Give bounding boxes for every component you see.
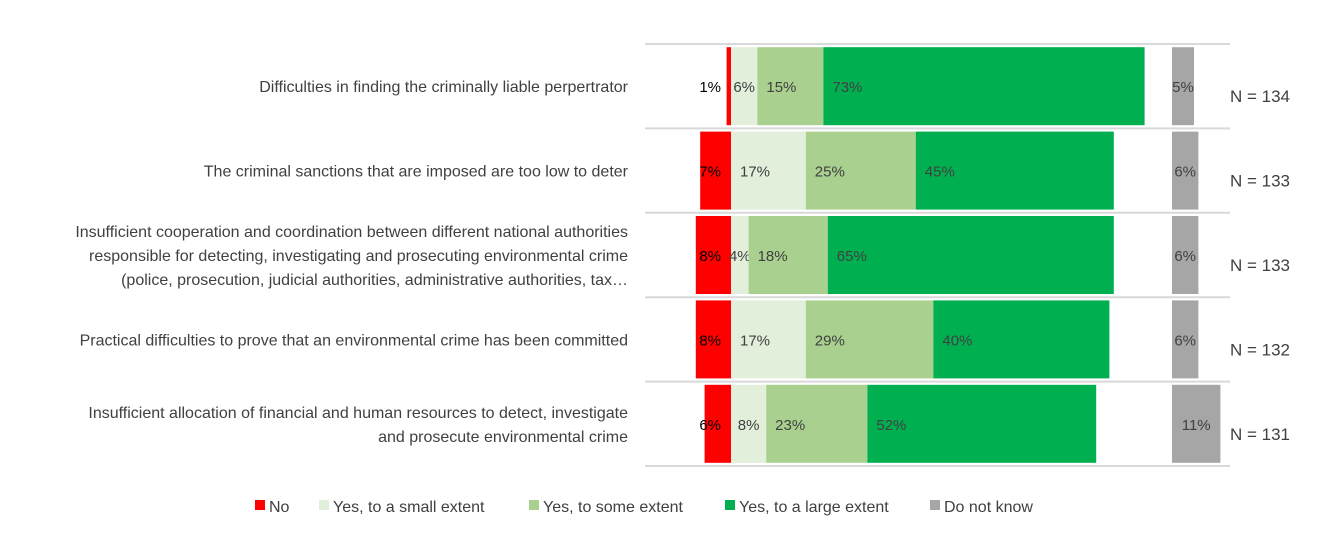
category-label: and prosecute environmental crime bbox=[378, 429, 628, 446]
value-label-do-not-know: 11% bbox=[1182, 417, 1211, 434]
value-label-no: 8% bbox=[699, 332, 721, 349]
value-label-no: 7% bbox=[699, 164, 721, 181]
bar-yes-to-some-extent bbox=[805, 131, 916, 210]
value-label: 65% bbox=[837, 248, 867, 265]
n-label: N = 133 bbox=[1230, 172, 1290, 191]
n-label: N = 131 bbox=[1230, 425, 1290, 444]
bar-do-not-know bbox=[1172, 216, 1199, 294]
bar-no bbox=[695, 300, 731, 379]
bar-yes-to-some-extent bbox=[757, 47, 824, 126]
bar-no bbox=[700, 131, 731, 210]
value-label-no: 6% bbox=[699, 417, 721, 434]
value-label: 29% bbox=[815, 332, 845, 349]
category-label: (police, prosecution, judicial authoriti… bbox=[121, 272, 628, 289]
legend-swatch bbox=[930, 500, 940, 510]
category-label: Insufficient allocation of financial and… bbox=[88, 405, 628, 422]
bar-no bbox=[726, 47, 731, 126]
bar-yes-to-a-small-extent bbox=[731, 300, 806, 379]
legend-label: Yes, to a large extent bbox=[739, 499, 889, 516]
bar-yes-to-a-small-extent bbox=[731, 131, 806, 210]
value-label: 6% bbox=[733, 79, 755, 96]
bar-yes-to-a-small-extent bbox=[731, 47, 758, 126]
legend-swatch bbox=[319, 500, 329, 510]
bar-yes-to-a-large-extent bbox=[827, 216, 1114, 294]
bar-yes-to-a-large-extent bbox=[867, 384, 1097, 463]
value-label: 18% bbox=[758, 248, 788, 265]
n-label: N = 132 bbox=[1230, 340, 1290, 359]
category-label: responsible for detecting, investigating… bbox=[89, 248, 628, 265]
n-label: N = 133 bbox=[1230, 256, 1290, 275]
bar-yes-to-a-small-extent bbox=[731, 384, 767, 463]
legend-label: Do not know bbox=[944, 499, 1033, 516]
value-label: 17% bbox=[740, 164, 770, 181]
value-label-do-not-know: 6% bbox=[1174, 332, 1196, 349]
bar-do-not-know bbox=[1172, 47, 1194, 126]
bar-no bbox=[695, 216, 731, 294]
bar-do-not-know bbox=[1172, 384, 1221, 463]
value-label: 73% bbox=[832, 79, 862, 96]
category-label: Practical difficulties to prove that an … bbox=[80, 332, 628, 349]
value-label: 4% bbox=[729, 248, 751, 265]
value-label: 40% bbox=[942, 332, 972, 349]
value-label-do-not-know: 5% bbox=[1172, 79, 1194, 96]
legend-label: Yes, to some extent bbox=[543, 499, 683, 516]
bar-do-not-know bbox=[1172, 300, 1199, 379]
legend-swatch bbox=[529, 500, 539, 510]
value-label: 8% bbox=[738, 417, 760, 434]
bar-yes-to-a-small-extent bbox=[731, 216, 749, 294]
value-label: 17% bbox=[740, 332, 770, 349]
bar-yes-to-a-large-extent bbox=[823, 47, 1145, 126]
value-label-do-not-know: 6% bbox=[1174, 248, 1196, 265]
legend-label: No bbox=[269, 499, 290, 516]
bar-yes-to-a-large-extent bbox=[933, 300, 1110, 379]
legend-swatch bbox=[725, 500, 735, 510]
legend-swatch bbox=[255, 500, 265, 510]
value-label: 23% bbox=[775, 417, 805, 434]
bar-yes-to-some-extent bbox=[748, 216, 828, 294]
value-label-no: 1% bbox=[699, 79, 721, 96]
value-label-do-not-know: 6% bbox=[1174, 164, 1196, 181]
value-label-no: 8% bbox=[699, 248, 721, 265]
value-label: 15% bbox=[766, 79, 796, 96]
bar-yes-to-some-extent bbox=[766, 384, 868, 463]
n-label: N = 134 bbox=[1230, 87, 1290, 106]
value-label: 52% bbox=[876, 417, 906, 434]
category-label: The criminal sanctions that are imposed … bbox=[204, 164, 629, 181]
bar-do-not-know bbox=[1172, 131, 1199, 210]
value-label: 25% bbox=[815, 164, 845, 181]
bar-no bbox=[704, 384, 731, 463]
legend-label: Yes, to a small extent bbox=[333, 499, 485, 516]
category-label: Difficulties in finding the criminally l… bbox=[259, 79, 628, 96]
value-label: 45% bbox=[925, 164, 955, 181]
bar-yes-to-some-extent bbox=[805, 300, 934, 379]
bar-yes-to-a-large-extent bbox=[915, 131, 1114, 210]
category-label: Insufficient cooperation and coordinatio… bbox=[75, 224, 628, 241]
